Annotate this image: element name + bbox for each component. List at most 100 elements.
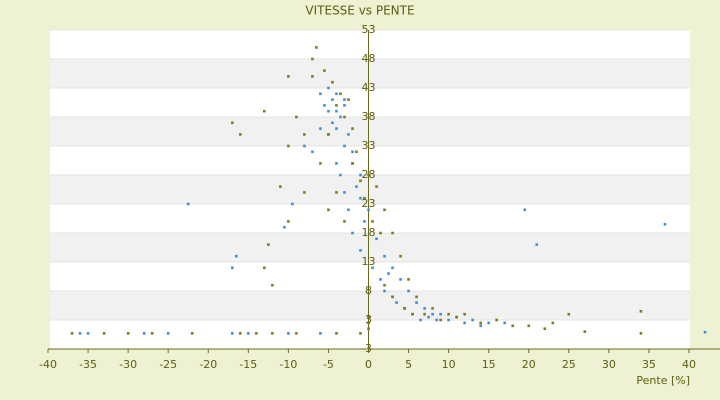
point [331,98,334,101]
point [359,173,362,177]
point [343,144,346,148]
point [535,243,539,246]
point [403,307,406,310]
x-tick-label: 25 [562,358,576,371]
point [331,121,334,125]
point [367,327,370,330]
point [255,332,258,335]
point [343,191,346,194]
plot-area [50,30,690,349]
point [230,121,234,125]
grid-band [50,320,690,349]
point [479,324,482,328]
point [319,92,322,96]
point [343,104,346,107]
point [503,321,507,325]
grid-band [50,291,690,320]
point [287,144,290,148]
point [551,321,555,325]
point [311,57,314,61]
point [186,202,190,206]
point [375,237,378,241]
point [379,278,382,281]
y-tick-label: 48 [362,52,376,65]
point [351,162,354,165]
point [327,133,330,136]
point [639,332,643,335]
point [387,272,390,275]
grid-band [50,59,690,88]
point [543,327,547,330]
x-tick-label: 10 [442,358,456,371]
point [431,312,434,316]
point [239,332,242,335]
point [234,254,238,258]
x-tick-label: 15 [482,358,496,371]
point [371,266,374,270]
point [343,115,346,119]
point [335,162,338,165]
grid-band [50,262,690,291]
point [166,332,170,335]
point [583,330,587,333]
grid-band [50,117,690,146]
point [86,332,90,335]
point [78,332,82,335]
point [367,315,370,319]
point [395,301,398,304]
point [415,301,418,304]
point [327,208,330,212]
point [447,318,450,322]
point [102,332,106,335]
point [271,332,274,335]
point [367,208,370,212]
point [347,98,350,101]
point [379,231,382,235]
y-tick-label: 18 [362,226,376,239]
y-tick-label: 28 [362,168,376,181]
point [383,254,386,258]
point [323,69,326,72]
point [339,173,342,177]
point [439,312,442,316]
point [419,318,422,322]
chart-title: VITESSE vs PENTE [305,4,414,18]
point [375,185,378,188]
x-tick-label: 35 [642,358,656,371]
y-tick-label: 53 [362,23,376,36]
point [487,321,490,325]
point [367,173,370,177]
y-tick-label: 33 [362,139,376,152]
point [327,109,330,113]
point [295,332,298,335]
point [351,150,354,154]
point [335,109,338,113]
point [303,144,306,148]
x-tick-label: -10 [279,358,297,371]
point [263,266,266,270]
point [439,318,442,322]
y-tick-label: 3 [365,342,372,355]
point [435,318,438,322]
point [247,332,250,335]
y-tick-label: 43 [362,81,376,94]
x-tick-label: 30 [602,358,616,371]
point [279,185,282,188]
point [271,283,274,287]
x-tick-label: -30 [119,358,137,371]
x-tick-label: -40 [39,358,57,371]
point [263,109,266,113]
point [230,332,234,335]
point [463,321,466,325]
point [359,332,362,335]
x-tick-label: 0 [365,358,372,371]
x-tick-label: 40 [682,358,696,371]
x-tick-label: -15 [239,358,257,371]
point [511,324,515,328]
point [335,127,338,130]
point [327,86,330,90]
point [411,312,414,316]
point [407,289,410,293]
grid-band [50,30,690,59]
point [303,191,306,194]
